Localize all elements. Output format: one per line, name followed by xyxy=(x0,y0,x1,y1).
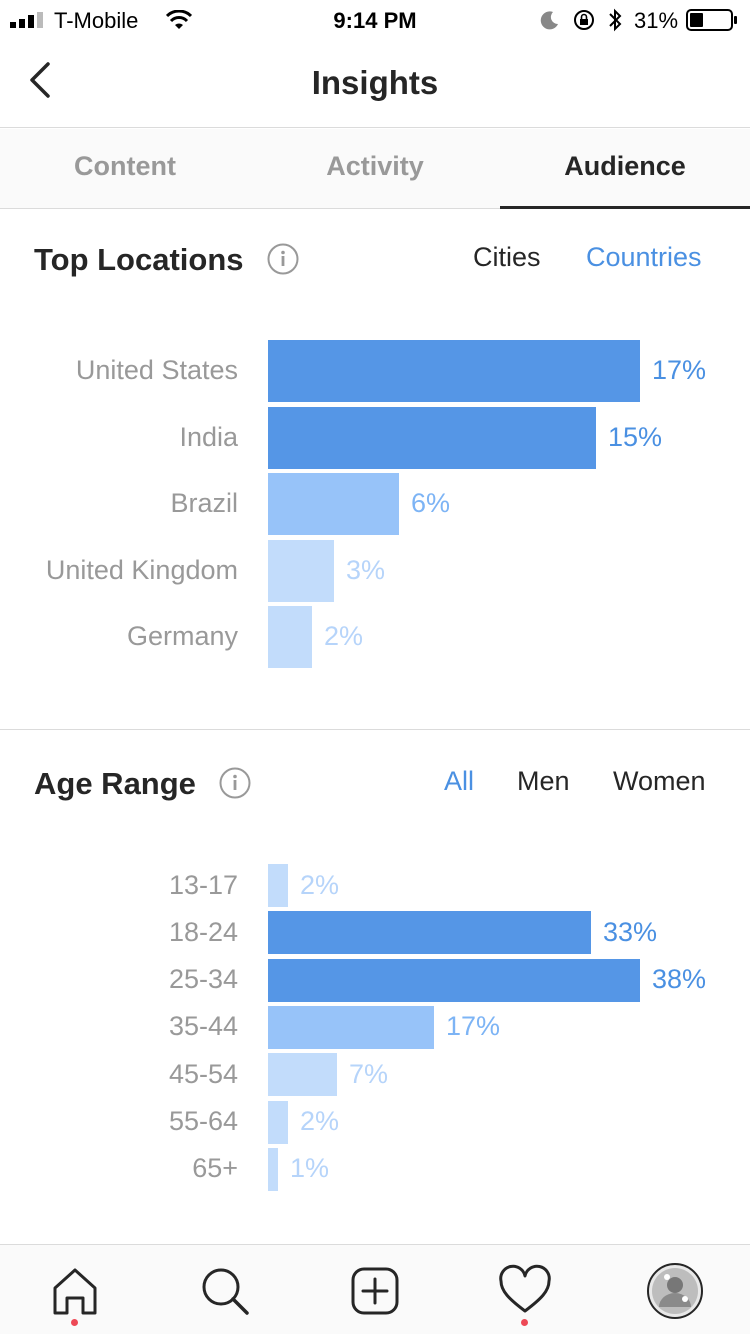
age-range-label: 65+ xyxy=(192,1153,238,1184)
tab-audience[interactable]: Audience xyxy=(500,129,750,209)
top-locations-section: Top Locations Cities Countries United St… xyxy=(0,210,750,730)
search-icon[interactable] xyxy=(195,1261,255,1321)
age-range-label: 45-54 xyxy=(168,1058,238,1089)
location-bar xyxy=(268,406,596,469)
location-label: India xyxy=(179,421,238,452)
tab-activity[interactable]: Activity xyxy=(326,151,424,181)
age-range-value: 38% xyxy=(652,964,707,995)
top-locations-title: Top Locations xyxy=(34,242,244,277)
location-value: 2% xyxy=(324,621,364,651)
location-bar xyxy=(268,473,399,535)
age-range-value: 1% xyxy=(290,1153,330,1184)
tab-bar: Content Activity Audience xyxy=(0,129,750,209)
location-label: Brazil xyxy=(170,488,238,518)
age-range-label: 55-64 xyxy=(168,1106,238,1136)
bluetooth-icon xyxy=(609,8,622,32)
tab-content[interactable]: Content xyxy=(74,151,176,181)
battery-percent: 31% xyxy=(634,8,679,33)
age-range-label: 13-17 xyxy=(168,869,238,900)
profile-avatar-icon[interactable] xyxy=(645,1261,705,1321)
age-range-bar xyxy=(268,958,640,1002)
location-value: 3% xyxy=(346,554,386,585)
filter-cities[interactable]: Cities xyxy=(473,242,541,272)
filter-women[interactable]: Women xyxy=(613,766,706,796)
bottom-tab-bar xyxy=(0,1244,750,1334)
location-value: 6% xyxy=(411,488,451,518)
location-bar xyxy=(268,340,640,402)
home-notification-dot xyxy=(71,1319,78,1326)
age-range-label: 25-34 xyxy=(168,964,238,995)
age-range-bar xyxy=(268,864,288,907)
age-range-value: 33% xyxy=(603,916,658,947)
rotation-lock-icon xyxy=(574,10,594,30)
wifi-icon xyxy=(166,10,192,29)
page-title: Insights xyxy=(311,64,439,101)
filter-countries[interactable]: Countries xyxy=(586,242,702,272)
activity-heart-icon[interactable] xyxy=(495,1261,555,1321)
age-range-title: Age Range xyxy=(34,766,196,801)
info-icon[interactable] xyxy=(219,767,251,799)
age-range-label: 18-24 xyxy=(168,916,238,947)
age-range-value: 2% xyxy=(300,1106,340,1136)
nav-header: Insights xyxy=(0,40,750,128)
moon-icon xyxy=(540,11,558,30)
age-range-bar xyxy=(268,1005,434,1049)
new-post-icon[interactable] xyxy=(345,1261,405,1321)
location-label: United States xyxy=(75,355,238,385)
location-value: 17% xyxy=(652,355,707,385)
status-bar: T-Mobile 9:14 PM 31% xyxy=(0,0,750,40)
info-icon[interactable] xyxy=(267,243,299,275)
signal-icon xyxy=(10,12,43,28)
back-button[interactable] xyxy=(22,58,62,102)
age-range-bar xyxy=(268,1100,288,1144)
age-range-value: 7% xyxy=(349,1058,389,1089)
location-value: 15% xyxy=(608,421,663,452)
location-bar xyxy=(268,606,312,668)
age-range-label: 35-44 xyxy=(168,1011,238,1042)
filter-all[interactable]: All xyxy=(444,766,475,796)
location-label: Germany xyxy=(126,621,238,651)
age-range-bar xyxy=(268,1053,337,1097)
age-range-bar xyxy=(268,911,591,955)
carrier-name: T-Mobile xyxy=(54,8,139,33)
age-range-bar xyxy=(268,1147,278,1191)
location-bar xyxy=(268,539,334,602)
location-label: United Kingdom xyxy=(45,554,238,585)
age-range-section: Age Range All Men Women 13-17 2% 18-24 33% 2… xyxy=(0,731,750,1243)
home-icon[interactable] xyxy=(45,1261,105,1321)
filter-men[interactable]: Men xyxy=(517,766,570,796)
age-range-value: 17% xyxy=(446,1011,501,1042)
activity-notification-dot xyxy=(521,1319,528,1326)
status-time: 9:14 PM xyxy=(333,8,417,33)
battery-icon xyxy=(686,9,737,31)
age-range-value: 2% xyxy=(300,869,340,900)
